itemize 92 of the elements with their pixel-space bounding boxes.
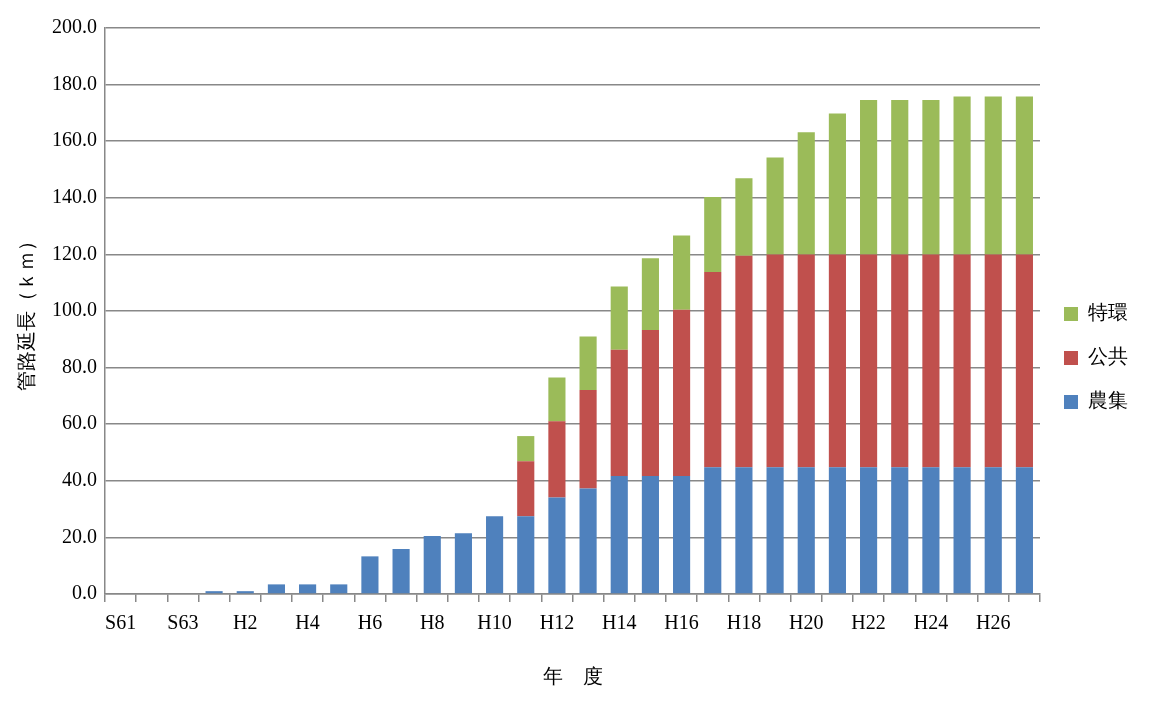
bar [828, 113, 846, 255]
x-tick-label: H26 [976, 611, 1011, 634]
bar [267, 584, 285, 594]
bar [922, 467, 940, 594]
bar [673, 235, 691, 310]
bar [517, 516, 535, 594]
bar [610, 475, 628, 594]
y-tick-label: 120.0 [52, 241, 97, 264]
bar [330, 584, 348, 594]
bar [922, 99, 940, 255]
bar [1015, 254, 1033, 468]
bar [548, 377, 566, 422]
bar [361, 556, 379, 594]
x-tick-label: H24 [913, 611, 949, 634]
bar [953, 254, 971, 468]
x-tick-label: H12 [539, 611, 575, 634]
bar [891, 467, 909, 594]
bar [641, 258, 659, 330]
bar [392, 549, 410, 594]
bar [891, 99, 909, 255]
bar [641, 475, 659, 594]
bar [953, 96, 971, 255]
legend-label: 農集 [1088, 389, 1128, 412]
y-tick-label: 200.0 [52, 15, 97, 38]
bar [610, 349, 628, 476]
bar [454, 533, 472, 594]
bar [673, 309, 691, 476]
legend-label: 公共 [1088, 345, 1128, 368]
y-axis-title: 管路延長（ｋｍ） [15, 231, 38, 391]
bar [205, 591, 223, 594]
bar [486, 516, 504, 594]
x-tick-label: H4 [295, 611, 320, 634]
bar [610, 286, 628, 350]
x-tick-label: H22 [851, 611, 886, 634]
bar [548, 421, 566, 498]
bar [704, 271, 722, 468]
bar [860, 99, 878, 255]
bar [641, 329, 659, 476]
bar [766, 254, 784, 468]
bar [735, 255, 753, 468]
bar [423, 535, 441, 594]
x-tick-label: S63 [167, 611, 199, 634]
x-tick-label: H14 [602, 611, 637, 634]
y-tick-label: 160.0 [52, 128, 97, 151]
x-tick-label: H20 [789, 611, 824, 634]
bar [860, 254, 878, 468]
y-tick-label: 60.0 [62, 411, 97, 434]
x-tick-label: S61 [105, 611, 137, 634]
bar [735, 467, 753, 594]
bar [1015, 467, 1033, 594]
legend-label: 特環 [1088, 301, 1128, 324]
bar [236, 591, 254, 594]
bar [828, 254, 846, 468]
bar [548, 497, 566, 594]
bar [984, 254, 1002, 468]
y-tick-label: 180.0 [52, 71, 97, 94]
bar [704, 196, 722, 272]
bar [299, 584, 317, 594]
bar [735, 178, 753, 256]
y-tick-label: 0.0 [72, 581, 97, 604]
x-tick-label: H16 [664, 611, 699, 634]
bar [1015, 96, 1033, 255]
y-tick-label: 100.0 [52, 298, 97, 321]
x-axis-title: 年 度 [542, 665, 603, 688]
bar [673, 475, 691, 594]
bar [766, 157, 784, 255]
y-tick-label: 40.0 [62, 468, 97, 491]
bar [797, 254, 815, 468]
x-tick-label: H10 [477, 611, 512, 634]
bar [797, 467, 815, 594]
x-tick-label: H8 [420, 611, 445, 634]
bar [797, 132, 815, 255]
bar [860, 467, 878, 594]
y-tick-label: 80.0 [62, 354, 97, 377]
x-tick-label: H2 [233, 611, 258, 634]
bar [984, 96, 1002, 255]
bar [517, 436, 535, 462]
bar [579, 336, 597, 390]
x-tick-label: H6 [357, 611, 383, 634]
bar [828, 467, 846, 594]
bar [766, 467, 784, 594]
y-tick-label: 140.0 [52, 185, 97, 208]
bar [517, 461, 535, 517]
y-tick-label: 20.0 [62, 524, 97, 547]
bar [891, 254, 909, 468]
bar [953, 467, 971, 594]
bar [579, 389, 597, 489]
bar [922, 254, 940, 468]
bar [984, 467, 1002, 594]
x-tick-label: H18 [726, 611, 762, 634]
bar [704, 467, 722, 594]
bar [579, 488, 597, 594]
